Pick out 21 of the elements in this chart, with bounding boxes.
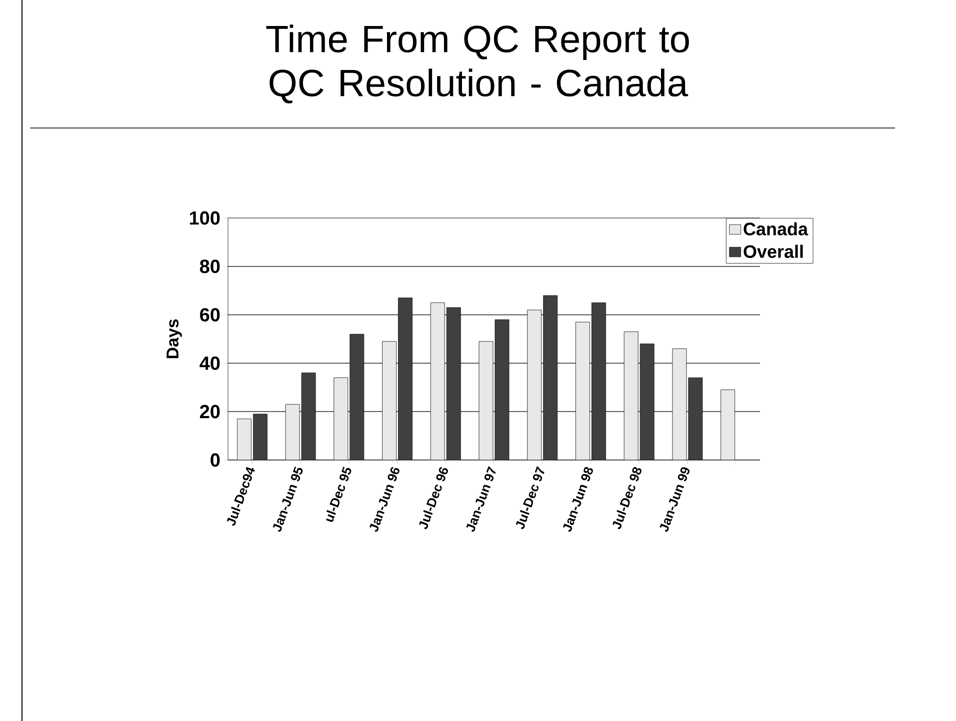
bar xyxy=(592,302,606,460)
y-axis-title: Days xyxy=(166,319,182,358)
y-tick-label: 60 xyxy=(200,308,220,322)
chart-title: Time From QC Report to QC Resolution - Canada xyxy=(266,24,689,104)
bar xyxy=(398,298,412,460)
y-tick-label: 80 xyxy=(200,260,220,274)
y-tick-label: 100 xyxy=(190,211,220,225)
y-tick-label: 20 xyxy=(200,404,220,418)
bar xyxy=(494,319,510,460)
legend-label: Canada xyxy=(744,222,808,236)
bar xyxy=(688,378,703,460)
bar xyxy=(301,372,316,460)
bar xyxy=(640,344,654,460)
bar xyxy=(252,414,268,460)
legend-label: Overall xyxy=(744,244,803,258)
bar xyxy=(543,295,558,460)
y-tick-label: 40 xyxy=(200,356,220,370)
bar xyxy=(350,334,364,460)
bar xyxy=(446,307,461,460)
y-tick-label: 0 xyxy=(210,453,220,467)
x-tick-label: ul-Dec 95 xyxy=(326,466,352,522)
